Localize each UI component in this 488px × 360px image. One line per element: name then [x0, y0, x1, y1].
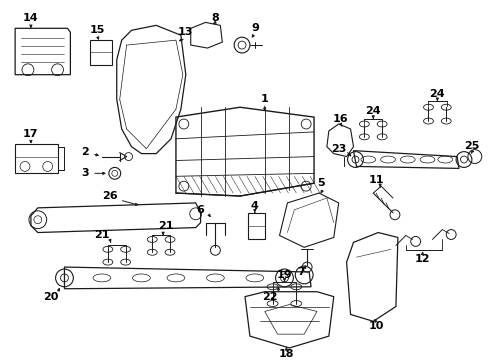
Text: 7: 7 [297, 267, 305, 277]
Text: 5: 5 [317, 178, 324, 188]
Text: 24: 24 [365, 106, 380, 116]
Text: 9: 9 [250, 23, 258, 33]
Text: 20: 20 [43, 292, 58, 302]
Text: 24: 24 [428, 89, 444, 99]
Text: 11: 11 [367, 175, 383, 185]
Text: 25: 25 [463, 141, 479, 151]
Text: 18: 18 [278, 349, 294, 359]
Text: 2: 2 [81, 147, 89, 157]
Text: 16: 16 [332, 114, 348, 124]
Text: 22: 22 [262, 292, 277, 302]
Text: 10: 10 [368, 321, 383, 331]
Text: 15: 15 [89, 25, 104, 35]
Text: 13: 13 [178, 27, 193, 37]
Text: 21: 21 [158, 221, 173, 231]
Text: 3: 3 [81, 168, 89, 178]
Text: 6: 6 [196, 205, 204, 215]
Text: 4: 4 [250, 201, 258, 211]
Text: 14: 14 [23, 13, 39, 23]
Text: 26: 26 [102, 191, 118, 201]
Text: 21: 21 [94, 230, 109, 240]
Text: 12: 12 [414, 254, 429, 264]
Text: 23: 23 [330, 144, 346, 154]
Text: 17: 17 [23, 129, 39, 139]
Text: 1: 1 [260, 94, 268, 104]
Text: 8: 8 [211, 13, 219, 23]
Text: 19: 19 [276, 270, 292, 280]
